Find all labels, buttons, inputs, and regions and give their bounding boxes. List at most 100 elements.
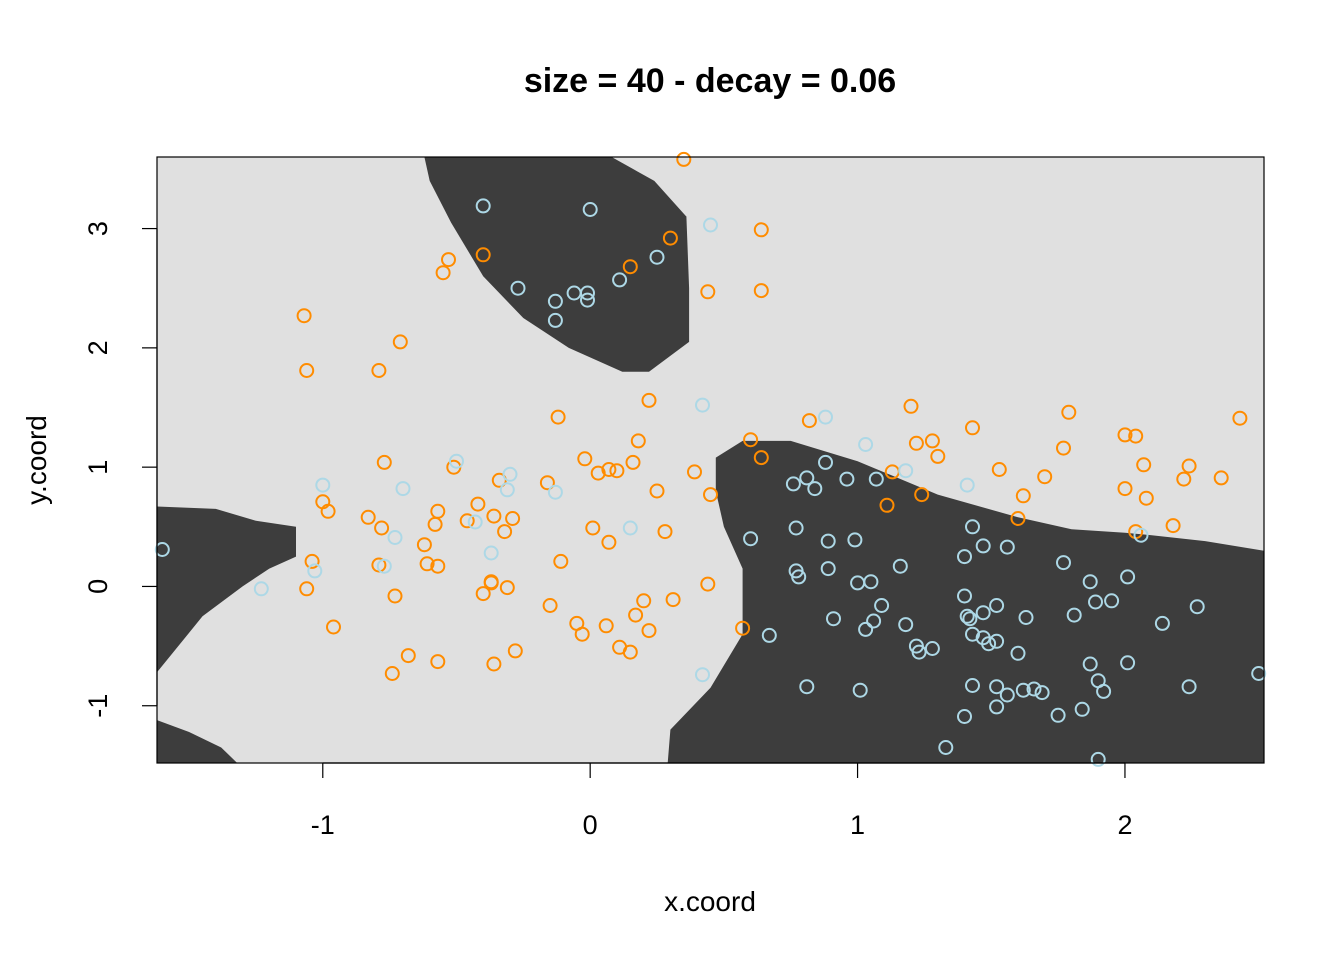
data-point bbox=[1213, 470, 1229, 486]
data-point bbox=[483, 574, 499, 590]
data-point bbox=[892, 558, 908, 574]
data-point bbox=[898, 617, 914, 633]
data-point bbox=[788, 520, 804, 536]
data-point bbox=[989, 679, 1005, 695]
data-point bbox=[315, 477, 331, 493]
chart-title: size = 40 - decay = 0.06 bbox=[524, 62, 896, 100]
data-point bbox=[847, 532, 863, 548]
data-point bbox=[965, 519, 980, 535]
data-point bbox=[459, 513, 475, 529]
data-point bbox=[441, 252, 456, 268]
data-point bbox=[430, 654, 446, 670]
y-axis: -1 0 1 2 3 bbox=[83, 221, 158, 718]
data-point bbox=[1074, 701, 1090, 717]
plot-area bbox=[154, 151, 1267, 767]
data-point bbox=[818, 409, 833, 425]
y-tick-label: 2 bbox=[83, 340, 113, 355]
y-tick-label: 3 bbox=[83, 221, 113, 236]
data-point bbox=[1010, 511, 1026, 526]
data-point bbox=[1010, 645, 1026, 661]
data-point bbox=[598, 618, 614, 634]
data-point bbox=[799, 679, 815, 695]
data-point bbox=[374, 520, 390, 536]
data-points bbox=[154, 151, 1267, 767]
data-point bbox=[826, 611, 841, 627]
data-point bbox=[735, 620, 751, 636]
data-point bbox=[962, 611, 978, 627]
data-point bbox=[761, 627, 777, 643]
data-point bbox=[304, 553, 320, 569]
data-point bbox=[612, 272, 628, 288]
data-point bbox=[687, 464, 702, 480]
data-point bbox=[622, 644, 638, 660]
data-point bbox=[801, 413, 817, 429]
data-point bbox=[807, 481, 823, 497]
data-point bbox=[1018, 610, 1034, 625]
data-point bbox=[387, 530, 403, 545]
data-point bbox=[641, 623, 657, 639]
data-point bbox=[1117, 427, 1133, 443]
data-point bbox=[582, 202, 598, 217]
data-point bbox=[371, 363, 387, 378]
data-point bbox=[753, 222, 769, 238]
data-point bbox=[622, 520, 638, 536]
data-point bbox=[938, 740, 954, 755]
data-point bbox=[1061, 404, 1077, 420]
data-point bbox=[467, 514, 483, 530]
data-point bbox=[1037, 469, 1053, 485]
data-point bbox=[649, 483, 665, 499]
data-point bbox=[326, 619, 341, 635]
data-point bbox=[299, 581, 315, 597]
data-point bbox=[1133, 527, 1149, 543]
data-point bbox=[753, 283, 769, 299]
data-point bbox=[419, 556, 435, 572]
data-point bbox=[542, 598, 558, 613]
data-point bbox=[580, 285, 595, 301]
data-point bbox=[959, 608, 975, 624]
data-point bbox=[475, 247, 491, 263]
data-point bbox=[590, 465, 606, 481]
data-point bbox=[497, 524, 513, 540]
data-point bbox=[371, 557, 387, 573]
data-point bbox=[965, 420, 980, 436]
data-point bbox=[430, 558, 446, 574]
data-point bbox=[510, 280, 526, 296]
data-point bbox=[700, 576, 716, 592]
data-point bbox=[395, 481, 411, 497]
data-point bbox=[858, 437, 874, 452]
data-point bbox=[641, 392, 657, 408]
data-point bbox=[1120, 655, 1136, 671]
data-point bbox=[957, 588, 972, 604]
data-point bbox=[975, 605, 991, 621]
data-point bbox=[580, 292, 595, 308]
data-point bbox=[1117, 481, 1133, 497]
data-point bbox=[577, 451, 593, 467]
y-tick-label: 0 bbox=[83, 579, 113, 594]
data-point bbox=[470, 496, 486, 512]
data-point bbox=[852, 682, 868, 698]
data-point bbox=[879, 497, 895, 513]
data-point bbox=[1082, 656, 1098, 672]
data-point bbox=[957, 549, 972, 565]
data-point bbox=[799, 470, 815, 486]
data-point bbox=[1176, 471, 1192, 487]
data-point bbox=[499, 580, 515, 596]
y-axis-label: y.coord bbox=[21, 415, 52, 505]
y-tick-label: -1 bbox=[83, 694, 113, 718]
data-point bbox=[299, 363, 315, 378]
data-point bbox=[999, 687, 1015, 703]
data-point bbox=[924, 433, 940, 449]
data-point bbox=[1181, 679, 1197, 695]
data-point bbox=[874, 598, 890, 613]
data-point bbox=[630, 433, 646, 449]
data-point bbox=[1181, 458, 1197, 474]
data-point bbox=[1015, 488, 1031, 504]
x-tick-label: 1 bbox=[850, 810, 865, 840]
x-tick-label: 2 bbox=[1117, 810, 1132, 840]
data-point bbox=[547, 293, 563, 309]
data-point bbox=[505, 511, 521, 526]
data-point bbox=[502, 466, 518, 482]
data-point bbox=[1189, 599, 1205, 615]
data-point bbox=[539, 475, 555, 491]
